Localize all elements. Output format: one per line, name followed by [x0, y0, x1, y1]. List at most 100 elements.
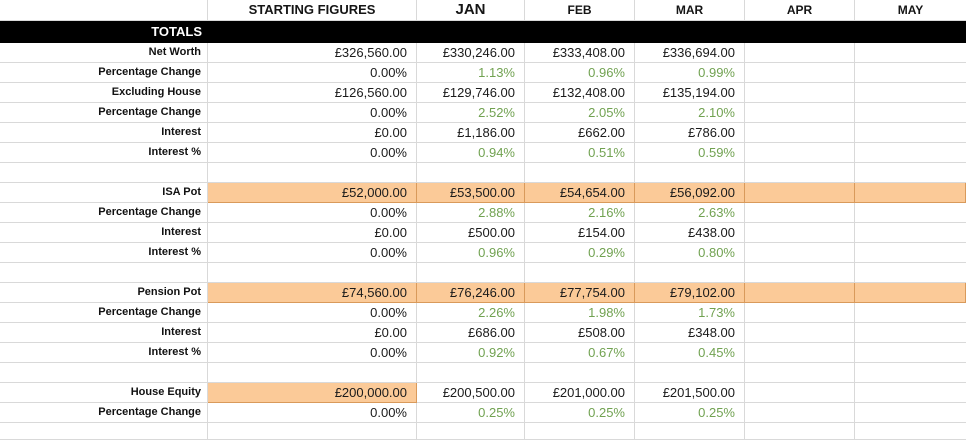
cell[interactable]: 0.25%	[635, 403, 745, 423]
cell[interactable]: 0.96%	[525, 63, 635, 83]
cell[interactable]	[525, 363, 635, 383]
cell[interactable]	[855, 43, 966, 63]
cell[interactable]: £200,000.00	[208, 383, 417, 403]
row-label[interactable]: Percentage Change	[0, 103, 208, 123]
row-label[interactable]: Interest %	[0, 343, 208, 363]
cell[interactable]: £200,500.00	[417, 383, 525, 403]
cell[interactable]: £135,194.00	[635, 83, 745, 103]
cell[interactable]: £74,560.00	[208, 283, 417, 303]
cell[interactable]	[855, 83, 966, 103]
cell[interactable]: £79,102.00	[635, 283, 745, 303]
row-label[interactable]: Percentage Change	[0, 63, 208, 83]
cell[interactable]: 0.80%	[635, 243, 745, 263]
cell[interactable]: 2.10%	[635, 103, 745, 123]
cell[interactable]: £662.00	[525, 123, 635, 143]
row-label[interactable]: Interest %	[0, 243, 208, 263]
cell[interactable]	[855, 123, 966, 143]
cell[interactable]: £1,186.00	[417, 123, 525, 143]
cell[interactable]	[417, 163, 525, 183]
cell[interactable]: £330,246.00	[417, 43, 525, 63]
cell[interactable]	[855, 383, 966, 403]
cell[interactable]	[745, 263, 855, 283]
corner-cell[interactable]	[0, 0, 208, 21]
cell[interactable]	[745, 63, 855, 83]
cell[interactable]	[745, 163, 855, 183]
cell[interactable]: £126,560.00	[208, 83, 417, 103]
cell[interactable]: 1.73%	[635, 303, 745, 323]
cell[interactable]	[745, 123, 855, 143]
row-label[interactable]: Interest	[0, 323, 208, 343]
totals-label[interactable]: TOTALS	[0, 21, 208, 43]
row-label[interactable]: House Equity	[0, 383, 208, 403]
row-label[interactable]: Net Worth	[0, 43, 208, 63]
cell[interactable]	[635, 263, 745, 283]
cell[interactable]: 0.00%	[208, 403, 417, 423]
row-label[interactable]: Interest	[0, 123, 208, 143]
cell[interactable]	[855, 343, 966, 363]
row-label[interactable]: Interest	[0, 223, 208, 243]
row-label[interactable]	[0, 263, 208, 283]
cell[interactable]: £0.00	[208, 323, 417, 343]
cell[interactable]: 2.26%	[417, 303, 525, 323]
cell[interactable]	[855, 403, 966, 423]
cell[interactable]	[635, 163, 745, 183]
cell[interactable]: £54,654.00	[525, 183, 635, 203]
cell[interactable]: 2.05%	[525, 103, 635, 123]
cell[interactable]: 0.96%	[417, 243, 525, 263]
cell[interactable]	[855, 183, 966, 203]
column-header-mar[interactable]: MAR	[635, 0, 745, 21]
cell[interactable]	[855, 223, 966, 243]
cell[interactable]	[417, 363, 525, 383]
cell[interactable]: 0.59%	[635, 143, 745, 163]
cell[interactable]	[745, 343, 855, 363]
cell[interactable]	[855, 203, 966, 223]
row-label[interactable]	[0, 163, 208, 183]
cell[interactable]	[745, 83, 855, 103]
cell[interactable]: 0.00%	[208, 103, 417, 123]
row-label[interactable]: Percentage Change	[0, 403, 208, 423]
cell[interactable]	[745, 303, 855, 323]
cell[interactable]	[745, 243, 855, 263]
cell[interactable]	[855, 423, 966, 440]
cell[interactable]	[208, 423, 417, 440]
row-label[interactable]: Interest %	[0, 143, 208, 163]
cell[interactable]	[855, 363, 966, 383]
cell[interactable]: £500.00	[417, 223, 525, 243]
cell[interactable]: £348.00	[635, 323, 745, 343]
cell[interactable]: £0.00	[208, 223, 417, 243]
cell[interactable]: 0.25%	[525, 403, 635, 423]
column-header-starting-figures[interactable]: STARTING FIGURES	[208, 0, 417, 21]
cell[interactable]: £76,246.00	[417, 283, 525, 303]
cell[interactable]: £53,500.00	[417, 183, 525, 203]
cell[interactable]	[855, 263, 966, 283]
row-label[interactable]: Pension Pot	[0, 283, 208, 303]
row-label[interactable]: Percentage Change	[0, 303, 208, 323]
cell[interactable]	[855, 163, 966, 183]
cell[interactable]: 0.94%	[417, 143, 525, 163]
cell[interactable]: £201,500.00	[635, 383, 745, 403]
cell[interactable]: 2.88%	[417, 203, 525, 223]
cell[interactable]: £132,408.00	[525, 83, 635, 103]
cell[interactable]	[745, 183, 855, 203]
cell[interactable]	[855, 303, 966, 323]
cell[interactable]: 0.92%	[417, 343, 525, 363]
cell[interactable]	[635, 423, 745, 440]
column-header-apr[interactable]: APR	[745, 0, 855, 21]
cell[interactable]: £56,092.00	[635, 183, 745, 203]
cell[interactable]: 0.00%	[208, 203, 417, 223]
cell[interactable]	[745, 403, 855, 423]
cell[interactable]: £0.00	[208, 123, 417, 143]
cell[interactable]	[855, 243, 966, 263]
cell[interactable]	[745, 423, 855, 440]
cell[interactable]: £786.00	[635, 123, 745, 143]
cell[interactable]: £438.00	[635, 223, 745, 243]
cell[interactable]: 2.63%	[635, 203, 745, 223]
cell[interactable]: £52,000.00	[208, 183, 417, 203]
cell[interactable]: £201,000.00	[525, 383, 635, 403]
cell[interactable]	[745, 43, 855, 63]
column-header-may[interactable]: MAY	[855, 0, 966, 21]
column-header-jan[interactable]: JAN	[417, 0, 525, 21]
cell[interactable]	[635, 363, 745, 383]
row-label[interactable]: Excluding House	[0, 83, 208, 103]
cell[interactable]	[208, 363, 417, 383]
